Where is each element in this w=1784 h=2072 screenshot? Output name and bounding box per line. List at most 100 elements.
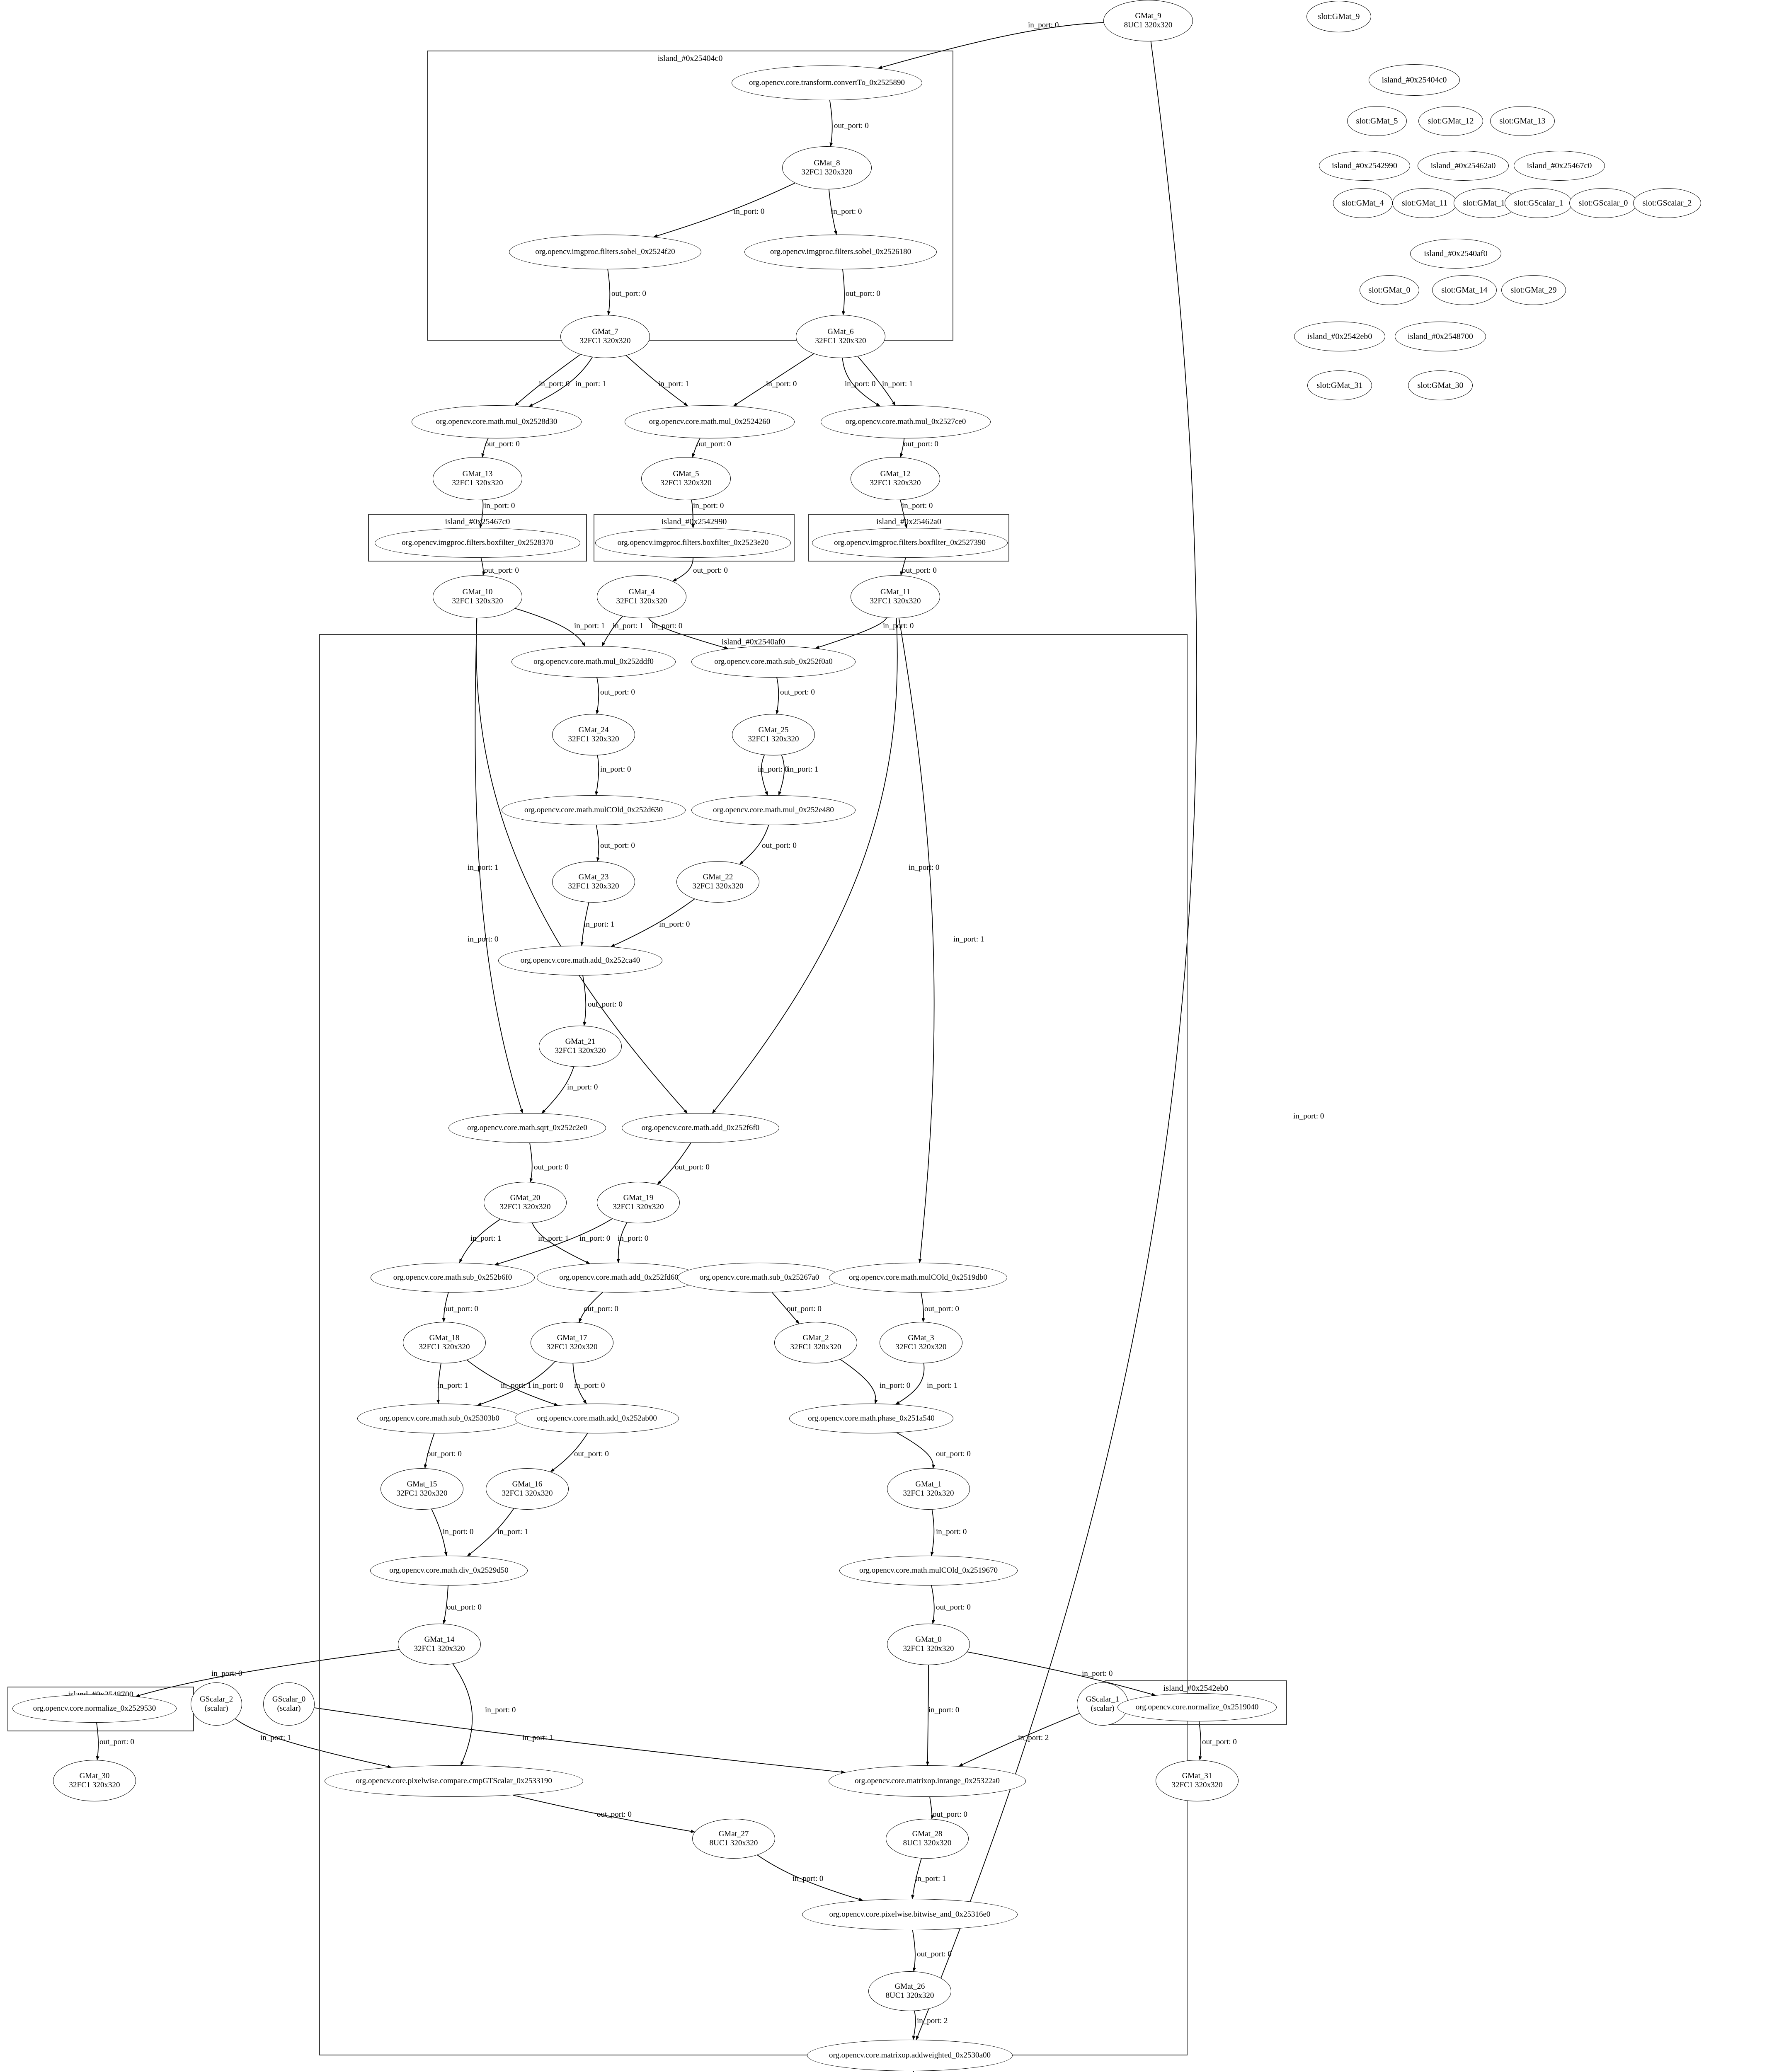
operation-node[interactable]: org.opencv.core.matrixop.addweighted_0x2… <box>807 2040 1013 2071</box>
data-node[interactable]: GMat_11 32FC1 320x320 <box>851 575 940 618</box>
slot-node[interactable]: island_#0x2542990 <box>1319 151 1410 181</box>
data-node[interactable]: GMat_27 8UC1 320x320 <box>692 1819 775 1859</box>
node-label-primary: org.opencv.core.pixelwise.bitwise_and_0x… <box>829 1910 991 1919</box>
slot-node[interactable]: island_#0x2540af0 <box>1410 239 1501 269</box>
data-node[interactable]: GMat_2 32FC1 320x320 <box>774 1322 857 1363</box>
data-node[interactable]: GMat_31 32FC1 320x320 <box>1156 1760 1239 1801</box>
data-node[interactable]: GMat_18 32FC1 320x320 <box>403 1322 486 1363</box>
operation-node[interactable]: org.opencv.core.math.div_0x2529d50 <box>370 1556 528 1585</box>
data-node[interactable]: GMat_22 32FC1 320x320 <box>676 861 759 903</box>
slot-node[interactable]: slot:GMat_14 <box>1432 275 1497 305</box>
slot-node[interactable]: island_#0x25462a0 <box>1418 151 1509 181</box>
data-node[interactable]: GMat_14 32FC1 320x320 <box>398 1624 481 1665</box>
operation-node[interactable]: org.opencv.imgproc.filters.sobel_0x25261… <box>744 235 937 269</box>
data-node[interactable]: GMat_9 8UC1 320x320 <box>1103 0 1193 41</box>
slot-node[interactable]: island_#0x2542eb0 <box>1294 322 1385 351</box>
operation-node[interactable]: org.opencv.imgproc.filters.boxfilter_0x2… <box>812 528 1008 558</box>
operation-node[interactable]: org.opencv.core.math.mul_0x2528d30 <box>412 405 582 438</box>
operation-node[interactable]: org.opencv.imgproc.filters.boxfilter_0x2… <box>375 528 580 558</box>
data-node[interactable]: GMat_13 32FC1 320x320 <box>433 457 522 500</box>
operation-node[interactable]: org.opencv.core.pixelwise.bitwise_and_0x… <box>802 1899 1018 1930</box>
operation-node[interactable]: org.opencv.core.math.sub_0x25303b0 <box>357 1404 521 1433</box>
node-label-primary: org.opencv.core.math.sqrt_0x252c2e0 <box>467 1123 587 1133</box>
operation-node[interactable]: org.opencv.core.normalize_0x2519040 <box>1117 1693 1277 1721</box>
slot-node[interactable]: island_#0x2548700 <box>1395 322 1486 351</box>
data-node[interactable]: GMat_16 32FC1 320x320 <box>486 1468 569 1510</box>
operation-node[interactable]: org.opencv.core.math.mulCOld_0x2519670 <box>839 1556 1018 1585</box>
data-node[interactable]: GMat_12 32FC1 320x320 <box>851 457 940 500</box>
operation-node[interactable]: org.opencv.core.matrixop.inrange_0x25322… <box>829 1765 1026 1797</box>
edge-port-label: out_port: 0 <box>904 440 938 448</box>
data-node[interactable]: GMat_17 32FC1 320x320 <box>531 1322 613 1363</box>
operation-node[interactable]: org.opencv.core.math.add_0x252ab00 <box>515 1404 679 1433</box>
slot-node[interactable]: slot:GMat_5 <box>1347 106 1407 136</box>
operation-node[interactable]: org.opencv.core.math.sqrt_0x252c2e0 <box>448 1113 606 1143</box>
node-label-primary: org.opencv.core.math.mul_0x252ddf0 <box>533 657 654 666</box>
operation-node[interactable]: org.opencv.core.math.mul_0x252e480 <box>691 795 856 825</box>
operation-node[interactable]: org.opencv.core.math.mulCOld_0x252d630 <box>502 795 686 825</box>
slot-node[interactable]: island_#0x25467c0 <box>1514 151 1605 181</box>
data-node[interactable]: GMat_23 32FC1 320x320 <box>552 861 635 903</box>
slot-node[interactable]: slot:GMat_0 <box>1360 275 1419 305</box>
slot-node[interactable]: slot:GMat_29 <box>1501 275 1566 305</box>
node-label-primary: slot:GMat_13 <box>1499 116 1546 126</box>
data-node[interactable]: GMat_1 32FC1 320x320 <box>887 1468 970 1510</box>
node-label-primary: org.opencv.core.math.sub_0x25303b0 <box>379 1414 499 1423</box>
edge-port-label: in_port: 1 <box>575 380 606 388</box>
data-node[interactable]: GMat_26 8UC1 320x320 <box>868 1971 951 2011</box>
slot-node[interactable]: slot:GMat_13 <box>1490 106 1555 136</box>
data-node[interactable]: GMat_24 32FC1 320x320 <box>552 714 635 755</box>
node-label-secondary: 32FC1 320x320 <box>660 479 712 487</box>
operation-node[interactable]: org.opencv.core.math.mul_0x252ddf0 <box>511 646 676 678</box>
operation-node[interactable]: org.opencv.core.math.mul_0x2524260 <box>625 405 795 438</box>
data-node[interactable]: GMat_7 32FC1 320x320 <box>560 315 650 358</box>
slot-node[interactable]: island_#0x25404c0 <box>1369 64 1460 96</box>
data-node[interactable]: GMat_25 32FC1 320x320 <box>732 714 815 755</box>
island-cluster: island_#0x2540af0 <box>319 634 1188 2055</box>
slot-node[interactable]: slot:GScalar_0 <box>1569 188 1637 218</box>
node-label-secondary: 32FC1 320x320 <box>414 1644 465 1653</box>
operation-node[interactable]: org.opencv.core.math.add_0x252f6f0 <box>622 1113 779 1143</box>
node-label-primary: org.opencv.core.math.add_0x252ab00 <box>537 1414 657 1423</box>
slot-node[interactable]: slot:GScalar_1 <box>1505 188 1573 218</box>
slot-node[interactable]: slot:GMat_12 <box>1418 106 1483 136</box>
operation-node[interactable]: org.opencv.core.transform.convertTo_0x25… <box>732 65 922 100</box>
operation-node[interactable]: org.opencv.core.math.sub_0x252b6f0 <box>371 1263 535 1293</box>
data-node[interactable]: GMat_20 32FC1 320x320 <box>484 1182 567 1223</box>
operation-node[interactable]: org.opencv.core.pixelwise.compare.cmpGTS… <box>325 1765 583 1797</box>
slot-node[interactable]: slot:GMat_4 <box>1333 188 1393 218</box>
node-label-primary: org.opencv.imgproc.filters.boxfilter_0x2… <box>402 538 553 547</box>
data-node[interactable]: GMat_6 32FC1 320x320 <box>796 315 885 358</box>
data-node[interactable]: GMat_15 32FC1 320x320 <box>381 1468 463 1510</box>
slot-node[interactable]: slot:GMat_30 <box>1408 370 1473 400</box>
data-node[interactable]: GMat_8 32FC1 320x320 <box>782 146 872 189</box>
data-node[interactable]: GMat_21 32FC1 320x320 <box>539 1026 622 1067</box>
edge-port-label: in_port: 0 <box>693 501 724 510</box>
data-node[interactable]: GMat_3 32FC1 320x320 <box>880 1322 962 1363</box>
data-node[interactable]: GMat_5 32FC1 320x320 <box>641 457 731 500</box>
data-node[interactable]: GMat_0 32FC1 320x320 <box>887 1624 970 1665</box>
node-label-primary: GMat_7 <box>592 327 618 336</box>
operation-node[interactable]: org.opencv.core.math.sub_0x25267a0 <box>677 1263 841 1293</box>
data-node[interactable]: GScalar_0 (scalar) <box>263 1682 315 1726</box>
slot-node[interactable]: slot:GScalar_2 <box>1633 188 1701 218</box>
slot-node[interactable]: slot:GMat_31 <box>1307 370 1372 400</box>
operation-node[interactable]: org.opencv.imgproc.filters.boxfilter_0x2… <box>595 528 791 558</box>
operation-node[interactable]: org.opencv.core.math.add_0x252fd60 <box>537 1263 701 1293</box>
node-label-primary: org.opencv.core.matrixop.inrange_0x25322… <box>855 1777 1000 1786</box>
data-node[interactable]: GMat_10 32FC1 320x320 <box>433 575 522 618</box>
operation-node[interactable]: org.opencv.core.math.mulCOld_0x2519db0 <box>829 1263 1007 1293</box>
operation-node[interactable]: org.opencv.core.normalize_0x2529530 <box>12 1694 177 1723</box>
data-node[interactable]: GScalar_2 (scalar) <box>191 1682 242 1726</box>
operation-node[interactable]: org.opencv.core.math.sub_0x252f0a0 <box>691 646 856 678</box>
operation-node[interactable]: org.opencv.core.math.phase_0x251a540 <box>789 1404 953 1433</box>
data-node[interactable]: GMat_30 32FC1 320x320 <box>53 1760 136 1801</box>
operation-node[interactable]: org.opencv.core.math.mul_0x2527ce0 <box>821 405 991 438</box>
operation-node[interactable]: org.opencv.core.math.add_0x252ca40 <box>498 946 662 975</box>
slot-node[interactable]: slot:GMat_11 <box>1392 188 1457 218</box>
data-node[interactable]: GMat_19 32FC1 320x320 <box>597 1182 680 1223</box>
data-node[interactable]: GMat_28 8UC1 320x320 <box>886 1819 969 1859</box>
data-node[interactable]: GMat_4 32FC1 320x320 <box>597 575 686 618</box>
operation-node[interactable]: org.opencv.imgproc.filters.sobel_0x2524f… <box>509 235 701 269</box>
slot-node[interactable]: slot:GMat_9 <box>1306 1 1371 32</box>
